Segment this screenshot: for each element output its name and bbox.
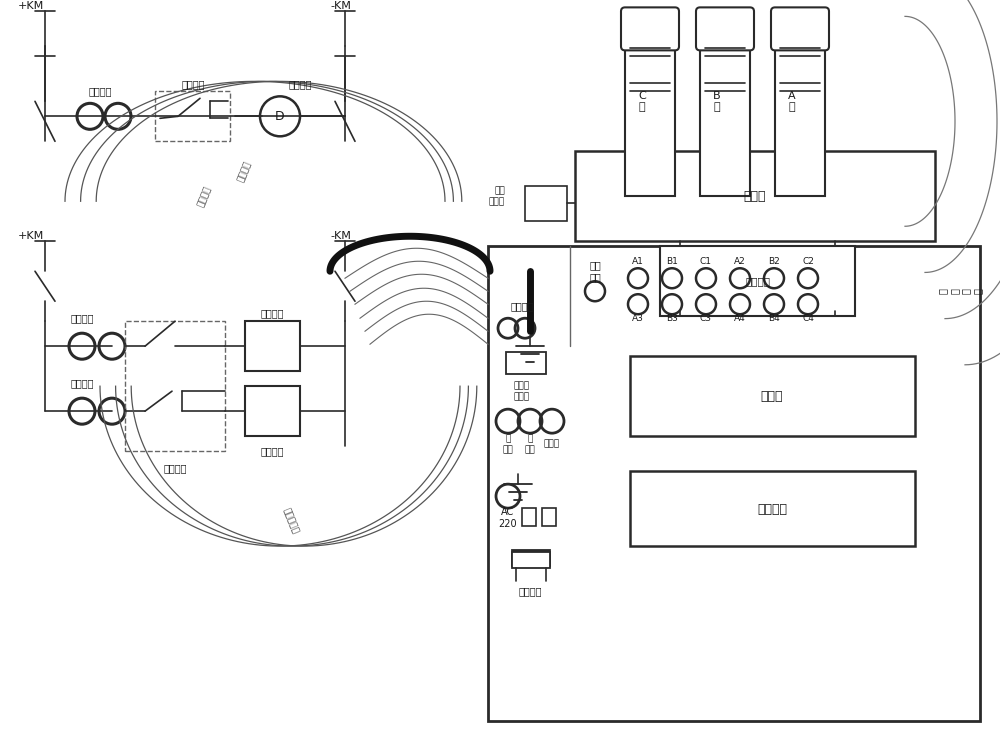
Text: -KM: -KM — [330, 231, 351, 241]
Text: 显示屏: 显示屏 — [761, 389, 783, 403]
Text: B4: B4 — [768, 314, 780, 323]
Text: 辅助开关: 辅助开关 — [163, 463, 187, 473]
Text: 总线接口: 总线接口 — [237, 160, 253, 183]
Bar — [625, 46, 675, 197]
Text: 传感器: 传感器 — [544, 440, 560, 448]
Text: 分闸控制: 分闸控制 — [70, 378, 94, 388]
Text: 合闸指令: 合闸指令 — [197, 184, 213, 208]
Bar — [575, 151, 935, 241]
Bar — [245, 386, 300, 436]
Bar — [542, 508, 556, 526]
Text: 外
触发: 外 触发 — [525, 435, 535, 454]
Text: B2: B2 — [768, 257, 780, 266]
Text: C
相: C 相 — [638, 91, 646, 112]
Bar — [525, 186, 567, 222]
Bar — [155, 91, 230, 141]
Text: +KM: +KM — [18, 231, 44, 241]
Text: 合闸控制: 合闸控制 — [70, 313, 94, 324]
Circle shape — [260, 96, 300, 136]
Bar — [700, 46, 750, 197]
Text: C3: C3 — [700, 314, 712, 323]
Text: 储能电机: 储能电机 — [288, 79, 312, 89]
Text: 内
触发: 内 触发 — [503, 435, 513, 454]
Bar — [775, 46, 825, 197]
Text: 直流输
出开关: 直流输 出开关 — [514, 382, 530, 401]
Text: 电源开关: 电源开关 — [518, 586, 542, 596]
Text: 储能控制: 储能控制 — [88, 86, 112, 96]
Text: 速度
传感器: 速度 传感器 — [489, 187, 505, 206]
Bar — [660, 246, 855, 316]
Text: C2: C2 — [802, 257, 814, 266]
Text: AC
220: AC 220 — [499, 507, 517, 529]
Text: +KM: +KM — [18, 2, 44, 11]
Bar — [488, 246, 980, 721]
Bar — [506, 352, 546, 374]
Text: 分闸控制线: 分闸控制线 — [281, 507, 299, 535]
Text: A1: A1 — [632, 257, 644, 266]
Text: A
相: A 相 — [788, 91, 796, 112]
Text: B
相: B 相 — [713, 91, 721, 112]
Text: D: D — [275, 110, 285, 122]
Text: A4: A4 — [734, 314, 746, 323]
FancyBboxPatch shape — [621, 8, 679, 51]
Text: 操作键盘: 操作键盘 — [757, 503, 787, 516]
Text: 分闸线圈: 分闸线圈 — [260, 446, 284, 456]
FancyBboxPatch shape — [771, 8, 829, 51]
FancyBboxPatch shape — [696, 8, 754, 51]
Text: 测
量
通
道: 测 量 通 道 — [938, 288, 982, 294]
Text: 操动机构: 操动机构 — [746, 276, 770, 287]
Text: C1: C1 — [700, 257, 712, 266]
Text: A2: A2 — [734, 257, 746, 266]
Bar — [630, 471, 915, 546]
Text: 合闸线圈: 合闸线圈 — [260, 308, 284, 318]
Text: 直流输出: 直流输出 — [510, 301, 534, 311]
Bar — [245, 321, 300, 371]
Text: A3: A3 — [632, 314, 644, 323]
Text: C4: C4 — [802, 314, 814, 323]
Bar — [512, 552, 550, 568]
Text: B1: B1 — [666, 257, 678, 266]
Bar — [630, 356, 915, 436]
Bar — [512, 550, 550, 566]
Text: 断路器: 断路器 — [744, 190, 766, 203]
Bar — [125, 321, 225, 451]
Text: B3: B3 — [666, 314, 678, 323]
Text: -KM: -KM — [330, 2, 351, 11]
Bar — [522, 508, 536, 526]
Text: 行程开关: 行程开关 — [181, 79, 205, 89]
Text: 公共
通道: 公共 通道 — [589, 261, 601, 282]
